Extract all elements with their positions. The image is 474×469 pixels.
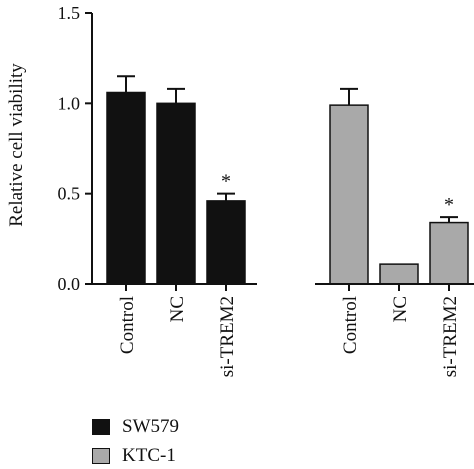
x-tick-label: si-TREM2 xyxy=(440,296,461,377)
bar-chart: 0.00.51.01.5 ** Control NC si-TREM2 Control… xyxy=(6,3,474,377)
y-tick-label: 1.5 xyxy=(58,3,81,23)
legend-item-sw579: SW579 xyxy=(92,416,179,438)
legend-swatch-sw579 xyxy=(92,419,110,435)
bar xyxy=(156,102,196,285)
significance-marker: * xyxy=(221,171,231,193)
legend-label-sw579: SW579 xyxy=(122,416,179,437)
y-tick-label: 1.0 xyxy=(58,93,81,113)
x-tick-label: NC xyxy=(167,296,188,322)
bar xyxy=(206,200,246,285)
x-tick-label: Control xyxy=(340,296,361,354)
bars: ** xyxy=(106,75,469,285)
legend-swatch-ktc1 xyxy=(92,448,110,464)
significance-marker: * xyxy=(444,194,454,216)
bar xyxy=(106,91,146,285)
y-axis: 0.0 0.5 1.0 1.5 xyxy=(58,3,93,294)
y-axis-label: Relative cell viability xyxy=(6,63,27,227)
y-tick-label: 0.5 xyxy=(58,184,81,204)
x-tick-label: si-TREM2 xyxy=(217,296,238,377)
bar xyxy=(379,263,419,285)
legend-label-ktc1: KTC-1 xyxy=(122,445,176,466)
x-axis: Control NC si-TREM2 Control NC si-TREM2 xyxy=(92,283,474,377)
bar xyxy=(329,104,369,285)
y-tick-label: 0.0 xyxy=(58,274,81,294)
bar xyxy=(429,221,469,285)
x-tick-label: NC xyxy=(390,296,411,322)
legend-item-ktc1: KTC-1 xyxy=(92,445,176,467)
x-tick-label: Control xyxy=(117,296,138,354)
